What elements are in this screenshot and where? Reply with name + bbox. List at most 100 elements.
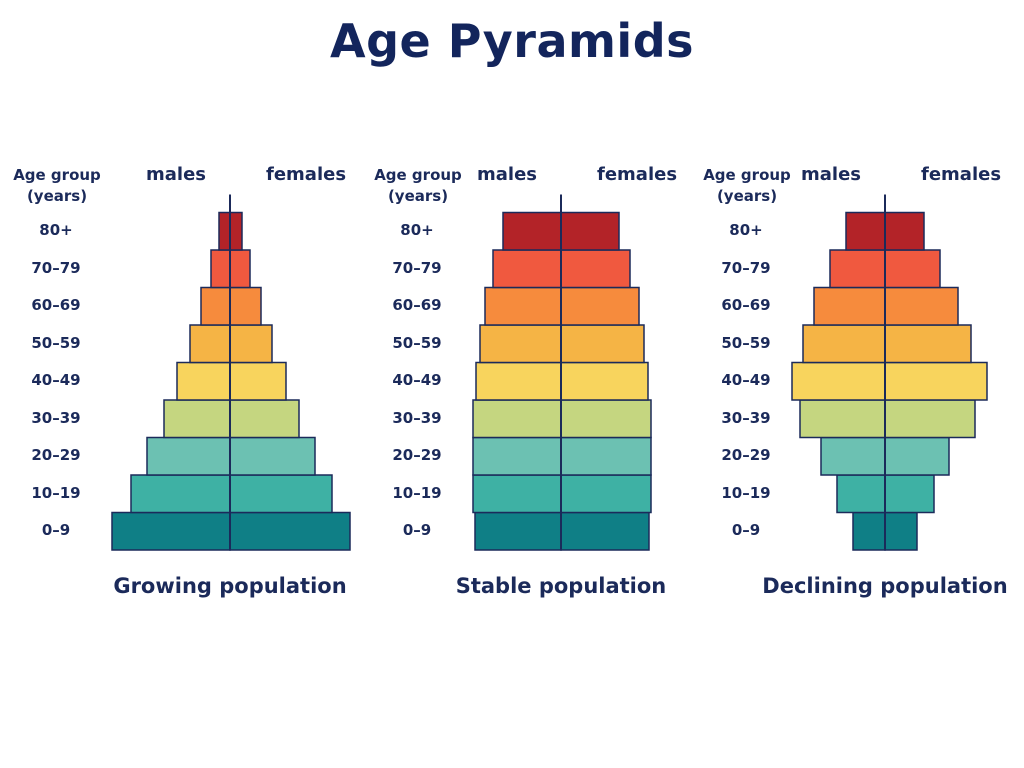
bar-females-7 xyxy=(884,249,941,289)
bar-females-0 xyxy=(560,511,650,551)
bar-males-1 xyxy=(836,474,886,514)
bar-males-8 xyxy=(218,211,231,251)
pyramid-caption: Growing population xyxy=(113,574,347,598)
age-tick-label: 0–9 xyxy=(731,521,761,540)
age-tick-label: 20–29 xyxy=(721,446,771,465)
bar-males-3 xyxy=(163,399,231,439)
age-tick-label: 80+ xyxy=(729,221,763,240)
bar-males-8 xyxy=(845,211,886,251)
legend-males: males xyxy=(477,164,537,185)
bar-females-7 xyxy=(560,249,631,289)
age-tick-label: 10–19 xyxy=(31,483,81,502)
bar-males-7 xyxy=(829,249,886,289)
pyramid-panel-2: Age group (years) males females 0–9 10–19 20–… xyxy=(680,150,1020,620)
age-tick-label: 70–79 xyxy=(392,258,442,277)
bar-females-2 xyxy=(229,436,316,476)
age-tick-label: 40–49 xyxy=(392,371,442,390)
age-tick-label: 70–79 xyxy=(31,258,81,277)
legend-females: females xyxy=(266,164,347,185)
bar-females-4 xyxy=(229,361,287,401)
age-tick-label: 40–49 xyxy=(31,371,81,390)
bar-females-8 xyxy=(229,211,243,251)
age-tick-label: 30–39 xyxy=(721,408,771,427)
bar-males-7 xyxy=(492,249,562,289)
bar-females-2 xyxy=(884,436,950,476)
bar-males-1 xyxy=(472,474,562,514)
bar-males-5 xyxy=(802,324,886,364)
bar-males-2 xyxy=(146,436,231,476)
age-axis-title: Age group (years) xyxy=(703,166,791,205)
bar-females-0 xyxy=(884,511,918,551)
age-tick-label: 40–49 xyxy=(721,371,771,390)
bar-males-6 xyxy=(813,286,886,326)
pyramid-caption: Declining population xyxy=(762,574,1008,598)
age-axis-title: Age group (years) xyxy=(13,166,101,205)
bar-males-0 xyxy=(474,511,562,551)
age-tick-label: 50–59 xyxy=(721,333,771,352)
age-tick-label: 80+ xyxy=(39,221,73,240)
age-tick-label: 10–19 xyxy=(721,483,771,502)
legend-females: females xyxy=(597,164,678,185)
bar-females-6 xyxy=(884,286,959,326)
pyramid-caption: Stable population xyxy=(455,574,667,598)
bar-males-4 xyxy=(475,361,562,401)
age-tick-label: 0–9 xyxy=(41,521,71,540)
bar-females-5 xyxy=(884,324,972,364)
bar-females-5 xyxy=(229,324,273,364)
pyramid-svg xyxy=(111,194,351,551)
bar-females-8 xyxy=(560,211,620,251)
bar-males-0 xyxy=(852,511,886,551)
bar-females-8 xyxy=(884,211,925,251)
bar-females-1 xyxy=(229,474,333,514)
age-tick-label: 30–39 xyxy=(31,408,81,427)
age-tick-label: 60–69 xyxy=(392,296,442,315)
age-tick-label: 0–9 xyxy=(402,521,432,540)
bar-males-6 xyxy=(484,286,562,326)
age-tick-label: 60–69 xyxy=(721,296,771,315)
bar-males-5 xyxy=(479,324,562,364)
page-title: Age Pyramids xyxy=(329,14,695,68)
bar-males-4 xyxy=(176,361,231,401)
bar-females-3 xyxy=(884,399,976,439)
bar-females-6 xyxy=(229,286,262,326)
pyramid-svg xyxy=(472,194,652,551)
bar-females-1 xyxy=(884,474,935,514)
bar-males-7 xyxy=(210,249,231,289)
bar-males-0 xyxy=(111,511,231,551)
pyramid-panel-0: Age group (years) males females 0–9 10–19 20–… xyxy=(0,150,351,620)
bar-males-3 xyxy=(472,399,562,439)
pyramid-panel-1: Age group (years) males females 0–9 10–19 20–… xyxy=(340,150,680,620)
bar-females-5 xyxy=(560,324,645,364)
bar-females-4 xyxy=(884,361,988,401)
bar-males-5 xyxy=(189,324,231,364)
bar-males-1 xyxy=(130,474,231,514)
age-tick-label: 10–19 xyxy=(392,483,442,502)
legend-males: males xyxy=(146,164,206,185)
age-tick-label: 30–39 xyxy=(392,408,442,427)
bar-males-8 xyxy=(502,211,562,251)
age-tick-label: 50–59 xyxy=(31,333,81,352)
bar-males-2 xyxy=(472,436,562,476)
age-tick-label: 80+ xyxy=(400,221,434,240)
bar-females-3 xyxy=(229,399,300,439)
age-tick-label: 20–29 xyxy=(31,446,81,465)
age-tick-label: 20–29 xyxy=(392,446,442,465)
bar-females-7 xyxy=(229,249,251,289)
bar-females-1 xyxy=(560,474,652,514)
bar-females-2 xyxy=(560,436,652,476)
bar-males-2 xyxy=(820,436,886,476)
age-tick-label: 60–69 xyxy=(31,296,81,315)
age-axis-title: Age group (years) xyxy=(374,166,462,205)
bar-males-6 xyxy=(200,286,231,326)
bar-males-4 xyxy=(791,361,886,401)
bar-females-0 xyxy=(229,511,351,551)
bar-females-3 xyxy=(560,399,652,439)
bar-males-3 xyxy=(799,399,886,439)
age-tick-label: 70–79 xyxy=(721,258,771,277)
legend-females: females xyxy=(921,164,1002,185)
age-tick-label: 50–59 xyxy=(392,333,442,352)
legend-males: males xyxy=(801,164,861,185)
pyramid-svg xyxy=(791,194,988,551)
bar-females-6 xyxy=(560,286,640,326)
bar-females-4 xyxy=(560,361,649,401)
